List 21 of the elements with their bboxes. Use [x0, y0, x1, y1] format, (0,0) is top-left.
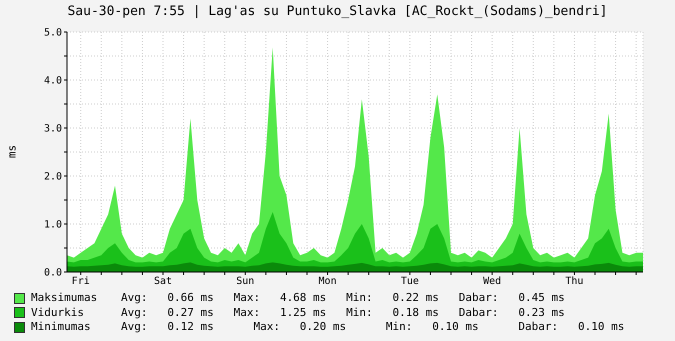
y-tick-label: 0.0: [44, 268, 62, 279]
x-tick-label: Sat: [154, 276, 172, 288]
x-tick-label: Wed: [483, 276, 502, 288]
x-tick-label: Thu: [565, 276, 584, 288]
y-tick-label: 4.0: [44, 76, 62, 87]
x-tick-label: Mon: [318, 276, 337, 288]
y-tick-label: 1.0: [44, 220, 62, 231]
text: Avg: 0.66 ms Max: 4.68 ms Min: 0.22 ms Dabar: 0.45 ms: [121, 291, 565, 306]
legend-label: Vidurkis: [31, 306, 85, 320]
legend-label: Maksimumas: [31, 291, 98, 306]
x-tick-label: Tue: [400, 276, 419, 288]
y-tick-label: 2.0: [44, 172, 62, 183]
chart-title: Sau-30-pen 7:55 | Lag'as su Puntuko_Slavka [AC_Rockt_(Sodams)_bendri]: [66, 4, 609, 19]
x-tick-label: Sun: [236, 276, 254, 288]
text: Avg: 0.27 ms Max: 1.25 ms Min: 0.18 ms Dabar: 0.23 ms: [121, 306, 565, 320]
y-tick-label: 5.0: [44, 28, 62, 39]
y-tick-label: 3.0: [44, 124, 62, 135]
y-axis-title: ms: [6, 144, 18, 160]
x-tick-label: Fri: [72, 276, 90, 288]
text: Avg: 0.12 ms Max: 0.20 ms Min: 0.10 ms Dabar: 0.10 ms: [121, 320, 624, 334]
legend-label: Minimumas: [31, 320, 92, 334]
